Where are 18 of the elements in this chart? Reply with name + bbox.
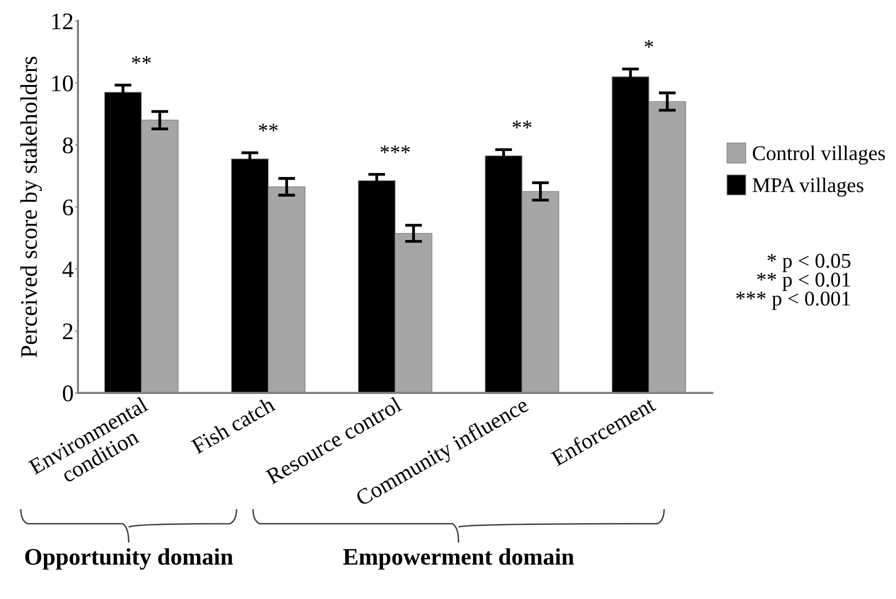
text: Opportunity domain [25,548,233,570]
annotation: *** [380,145,410,154]
x-tick-label: Fish catch [190,396,276,454]
y-axis-title: Perceived score by stakeholders [20,56,42,358]
legend-label: MPA villages [752,178,864,197]
y-tick-label: 2 [63,324,72,340]
y-tick-label: 6 [62,200,74,216]
annotation: ** [258,124,278,132]
y-tick-label: 4 [62,262,74,278]
annotation: ** [512,120,532,128]
text: Empowerment domain [343,548,574,570]
y-tick-label: 10 [52,75,73,92]
legend-label: Control villages [752,146,885,165]
y-tick-label: 8 [62,137,73,154]
annotation: * [644,40,654,48]
y-tick-label: 12 [52,14,72,30]
text: * p < 0.05 ** p < 0.01 *** p < 0.001 [736,254,850,310]
annotation: ** [132,56,151,64]
